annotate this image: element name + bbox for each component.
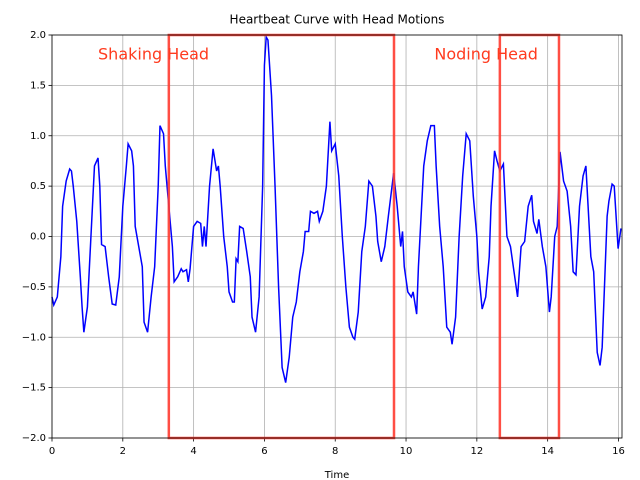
y-tick-label: −1.0 — [22, 332, 46, 343]
y-tick-label: 0.5 — [30, 181, 46, 192]
x-tick-label: 0 — [49, 446, 55, 457]
x-tick-label: 2 — [120, 446, 126, 457]
y-tick-label: 2.0 — [30, 30, 46, 41]
y-tick-label: 0.0 — [30, 232, 46, 243]
x-axis-label: Time — [324, 470, 349, 480]
y-tick-label: −1.5 — [22, 383, 46, 394]
x-tick-label: 4 — [190, 446, 196, 457]
x-tick-label: 16 — [612, 446, 625, 457]
x-tick-label: 8 — [332, 446, 338, 457]
x-tick-label: 14 — [541, 446, 554, 457]
annotation: Shaking Head — [98, 45, 209, 64]
y-tick-label: −2.0 — [22, 433, 46, 444]
x-tick-label: 10 — [400, 446, 413, 457]
annotation: Noding Head — [434, 45, 538, 64]
y-tick-label: −0.5 — [22, 282, 46, 293]
x-tick-label: 12 — [470, 446, 483, 457]
x-tick-label: 6 — [261, 446, 267, 457]
heartbeat-line — [51, 34, 622, 383]
y-tick-label: 1.5 — [30, 80, 46, 91]
plot-frame — [51, 34, 623, 439]
chart-title: Heartbeat Curve with Head Motions — [230, 13, 445, 27]
y-tick-label: 1.0 — [30, 131, 46, 142]
